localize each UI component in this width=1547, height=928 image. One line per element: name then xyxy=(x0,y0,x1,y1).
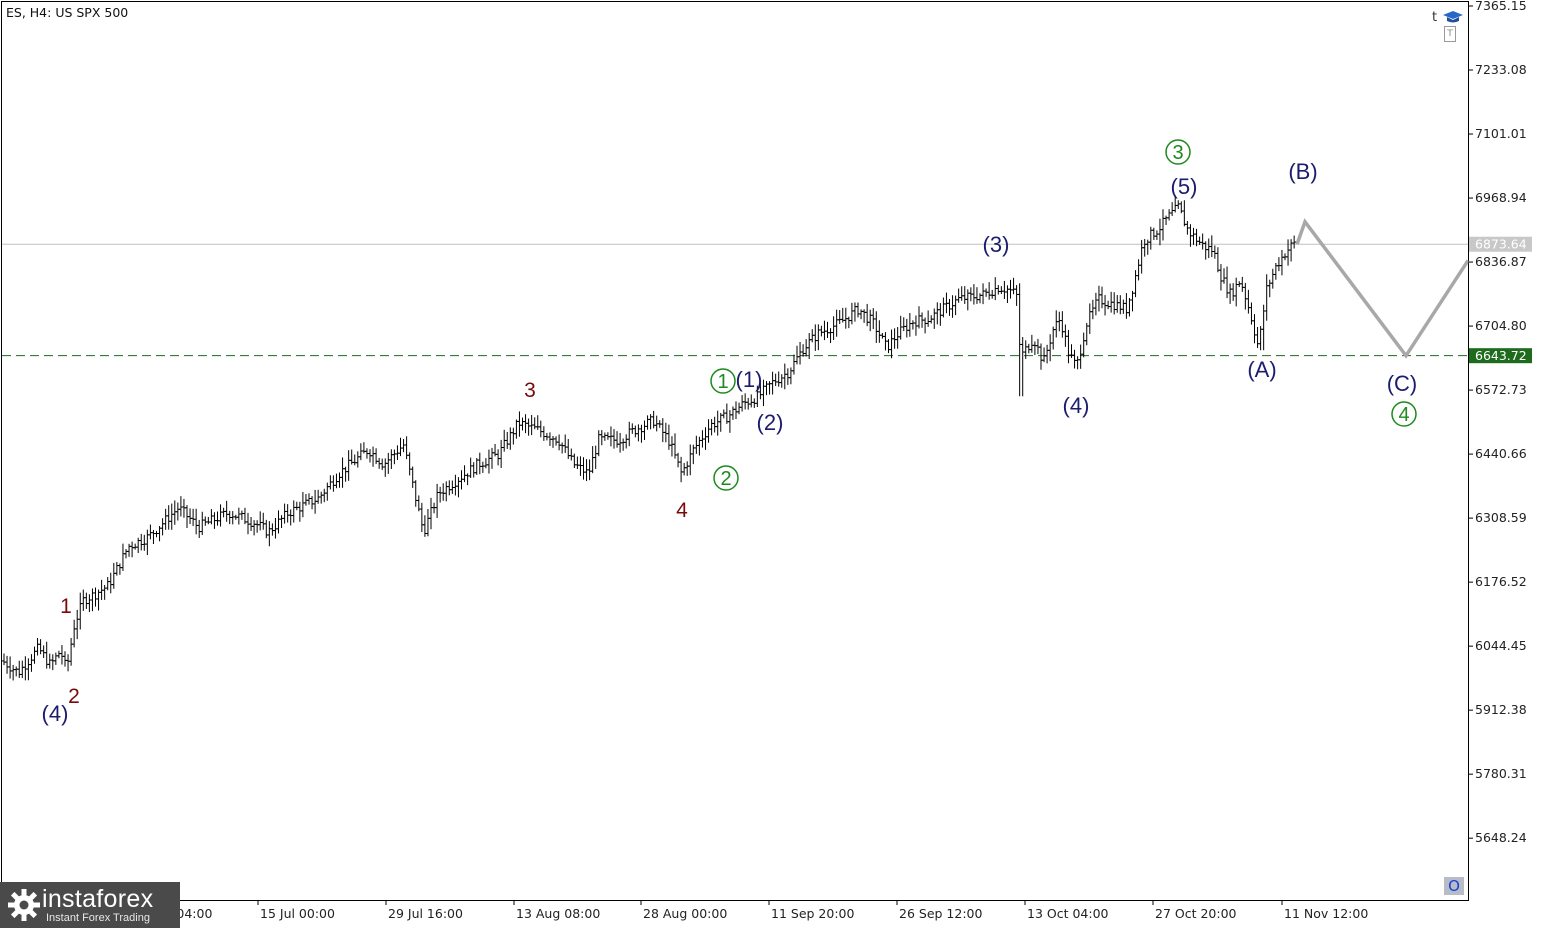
svg-text:3: 3 xyxy=(1172,142,1183,164)
y-tick-label: 6572.73 xyxy=(1475,382,1527,397)
y-tick-label: 7101.01 xyxy=(1475,126,1527,141)
logo-tagline: Instant Forex Trading xyxy=(46,912,150,924)
svg-text:(A): (A) xyxy=(1247,357,1276,382)
ohlc-bar xyxy=(1292,235,1297,249)
trade-toggle-label[interactable]: t xyxy=(1432,10,1438,25)
level-price-label: 6643.72 xyxy=(1475,348,1527,363)
logo-brand-text: instaforex xyxy=(42,885,154,913)
objects-button[interactable]: O xyxy=(1444,877,1464,895)
svg-text:4: 4 xyxy=(676,499,688,522)
chart-toolbar: t T xyxy=(1430,6,1466,46)
x-tick-label: 29 Jul 16:00 xyxy=(388,906,463,921)
wave-label: 4 xyxy=(676,499,688,522)
circled-wave-label: 3 xyxy=(1165,139,1191,165)
y-tick-label: 6044.45 xyxy=(1475,638,1527,653)
wave-label: (A) xyxy=(1247,357,1276,382)
wave-label: (1) xyxy=(736,367,763,392)
circled-wave-label: 4 xyxy=(1391,401,1417,427)
x-tick-label: 26 Sep 12:00 xyxy=(899,906,982,921)
price-axis: 7365.15 7233.08 7101.01 6968.94 6836.87 6704.… xyxy=(1468,0,1527,845)
y-tick-label: 6704.80 xyxy=(1475,318,1527,333)
horizontal-lines: 6873.64 6643.72 xyxy=(2,236,1532,364)
wave-labels: (4) 1 2 3 4 (1) (2) (3) (4) (5) (A) (B) (C) 1 2 3 4 xyxy=(42,139,1418,726)
svg-text:(2): (2) xyxy=(757,410,784,435)
wave-label: 2 xyxy=(68,685,80,708)
x-tick-label: 13 Aug 08:00 xyxy=(516,906,600,921)
wave-label: 3 xyxy=(524,379,536,402)
price-bars xyxy=(2,195,1297,681)
svg-text:(4): (4) xyxy=(1063,393,1090,418)
level-price-tag xyxy=(1469,348,1532,364)
svg-text:3: 3 xyxy=(524,379,536,402)
y-tick-label: 6836.87 xyxy=(1475,254,1527,269)
wave-label: (4) xyxy=(42,701,69,726)
svg-text:(3): (3) xyxy=(983,232,1010,257)
graduation-cap-icon[interactable] xyxy=(1442,10,1464,24)
svg-text:4: 4 xyxy=(1398,404,1409,426)
y-tick-label: 6308.59 xyxy=(1475,510,1527,525)
y-tick-label: 7233.08 xyxy=(1475,62,1527,77)
svg-text:(4): (4) xyxy=(42,701,69,726)
plot-area xyxy=(1,1,1469,901)
x-tick-label: 11 Nov 12:00 xyxy=(1284,906,1368,921)
chart-title: ES, H4: US SPX 500 xyxy=(6,5,128,20)
wave-label: (3) xyxy=(983,232,1010,257)
circled-wave-label: 2 xyxy=(713,465,739,491)
template-button[interactable]: T xyxy=(1444,26,1456,42)
svg-text:1: 1 xyxy=(717,371,728,393)
y-tick-label: 6968.94 xyxy=(1475,190,1527,205)
wave-label: 1 xyxy=(60,595,72,618)
gear-logo-icon xyxy=(8,889,40,921)
svg-text:(1): (1) xyxy=(736,367,763,392)
x-tick-label: 27 Oct 20:00 xyxy=(1155,906,1237,921)
svg-text:2: 2 xyxy=(720,468,731,490)
x-tick-label: 11 Sep 20:00 xyxy=(771,906,854,921)
y-tick-label: 5780.31 xyxy=(1475,766,1527,781)
instaforex-logo: instaforex Instant Forex Trading xyxy=(0,882,180,928)
x-tick-label: 15 Jul 00:00 xyxy=(260,906,335,921)
svg-text:2: 2 xyxy=(68,685,80,708)
forecast-path xyxy=(1295,218,1470,359)
svg-text:(5): (5) xyxy=(1171,174,1198,199)
y-tick-label: 5648.24 xyxy=(1475,830,1527,845)
x-tick-label: 28 Aug 00:00 xyxy=(643,906,727,921)
y-tick-label: 6176.52 xyxy=(1475,574,1527,589)
circled-wave-label: 1 xyxy=(710,368,736,394)
svg-text:1: 1 xyxy=(60,595,72,618)
x-tick-label: 13 Oct 04:00 xyxy=(1027,906,1109,921)
level-price-tag xyxy=(1469,236,1532,252)
svg-text:(C): (C) xyxy=(1387,371,1418,396)
level-price-label: 6873.64 xyxy=(1475,237,1527,252)
wave-label: (4) xyxy=(1063,393,1090,418)
y-tick-label: 7365.15 xyxy=(1475,0,1527,13)
y-tick-label: 6440.66 xyxy=(1475,446,1527,461)
wave-label: (5) xyxy=(1171,174,1198,199)
wave-label: (C) xyxy=(1387,371,1418,396)
wave-label: (2) xyxy=(757,410,784,435)
y-tick-label: 5912.38 xyxy=(1475,702,1527,717)
svg-text:(B): (B) xyxy=(1288,159,1317,184)
wave-label: (B) xyxy=(1288,159,1317,184)
